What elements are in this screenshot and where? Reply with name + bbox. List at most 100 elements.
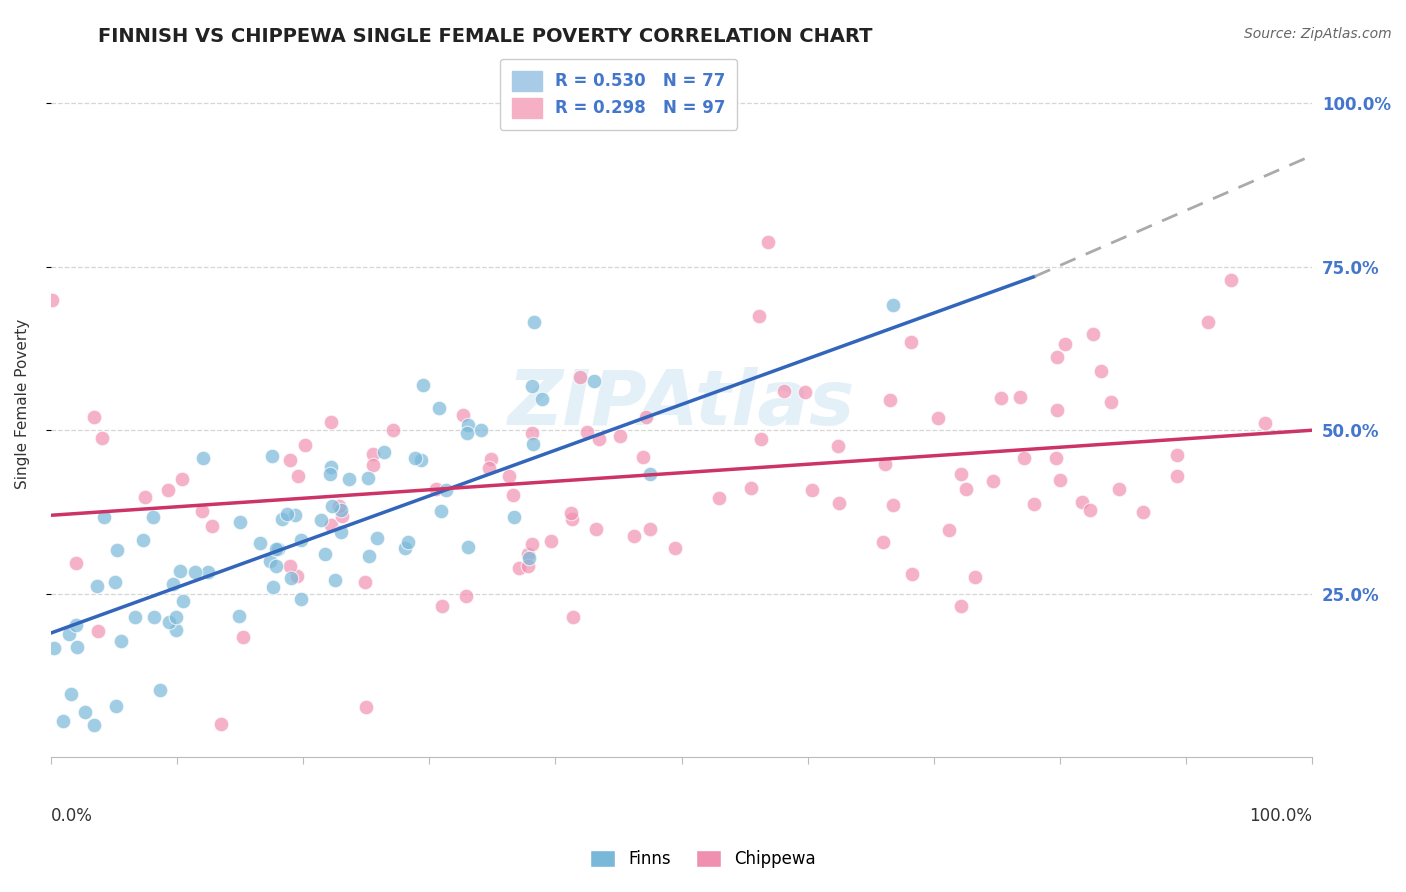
Point (86, 579, 108, 593)
Point (517, 551, 540, 566)
Point (411, 453, 433, 467)
Point (259, 554, 281, 568)
Point (290, 591, 312, 606)
Point (354, 574, 377, 589)
Point (1166, 448, 1188, 462)
Point (105, 542, 128, 557)
Point (172, 472, 194, 486)
Point (169, 564, 191, 578)
Point (110, 634, 132, 648)
Point (748, 309, 770, 323)
Text: 0.0%: 0.0% (51, 807, 93, 825)
Point (470, 423, 492, 437)
Point (321, 499, 343, 513)
Point (640, 522, 662, 536)
Point (425, 482, 447, 496)
Point (354, 700, 377, 714)
Legend: R = 0.530   N = 77, R = 0.298   N = 97: R = 0.530 N = 77, R = 0.298 N = 97 (501, 59, 737, 129)
Point (1090, 364, 1112, 378)
Point (209, 716, 232, 731)
Point (262, 449, 284, 463)
Point (162, 577, 184, 591)
Point (749, 432, 772, 446)
Point (361, 446, 384, 460)
Text: ZIPAtlas: ZIPAtlas (508, 367, 855, 441)
Point (502, 488, 524, 502)
Point (142, 510, 165, 524)
Point (278, 558, 301, 573)
Point (801, 483, 824, 498)
Point (132, 533, 155, 548)
Point (381, 423, 404, 437)
Point (827, 439, 849, 453)
Point (264, 558, 287, 573)
Text: Source: ZipAtlas.com: Source: ZipAtlas.com (1244, 27, 1392, 41)
Point (1046, 351, 1069, 365)
Point (872, 534, 894, 549)
Point (478, 461, 501, 475)
Point (456, 425, 478, 440)
Point (262, 580, 284, 594)
Point (52, 714, 75, 728)
Point (287, 468, 309, 483)
Point (938, 523, 960, 537)
Point (319, 518, 342, 533)
Point (65, 556, 87, 570)
Point (623, 529, 645, 543)
Point (373, 445, 395, 459)
Point (900, 335, 922, 350)
Point (520, 537, 543, 551)
Point (228, 609, 250, 624)
Point (1046, 402, 1069, 417)
Point (1254, 417, 1277, 431)
Point (91, 431, 114, 445)
Point (83, 410, 105, 425)
Point (319, 467, 342, 481)
Point (229, 515, 252, 529)
Point (83, 717, 105, 731)
Point (1070, 495, 1092, 509)
Point (522, 437, 544, 451)
Point (412, 377, 434, 392)
Point (191, 450, 214, 465)
Point (457, 540, 479, 554)
Point (530, 392, 553, 406)
Point (361, 458, 384, 473)
Point (134, 490, 156, 504)
Point (949, 599, 972, 614)
Point (366, 531, 388, 545)
Point (314, 547, 336, 561)
Point (1053, 337, 1076, 351)
Point (1132, 504, 1154, 518)
Point (453, 408, 475, 422)
Point (157, 483, 180, 497)
Point (828, 496, 851, 510)
Point (772, 384, 794, 398)
Point (329, 524, 352, 539)
Point (457, 417, 479, 432)
Point (1012, 450, 1035, 465)
Point (93, 509, 115, 524)
Point (321, 460, 343, 475)
Point (634, 410, 657, 425)
Point (990, 391, 1012, 405)
Point (965, 570, 987, 584)
Point (143, 610, 166, 624)
Point (430, 504, 453, 518)
Point (86, 624, 108, 639)
Point (284, 508, 307, 522)
Point (290, 533, 312, 548)
Point (232, 630, 254, 644)
Point (517, 559, 540, 574)
Point (520, 379, 543, 393)
Point (65, 617, 87, 632)
Point (585, 522, 607, 536)
Point (575, 425, 598, 439)
Point (609, 428, 631, 442)
Point (879, 392, 901, 407)
Point (456, 589, 478, 603)
Point (983, 474, 1005, 488)
Point (249, 536, 271, 550)
Point (309, 513, 332, 527)
Point (398, 535, 420, 549)
